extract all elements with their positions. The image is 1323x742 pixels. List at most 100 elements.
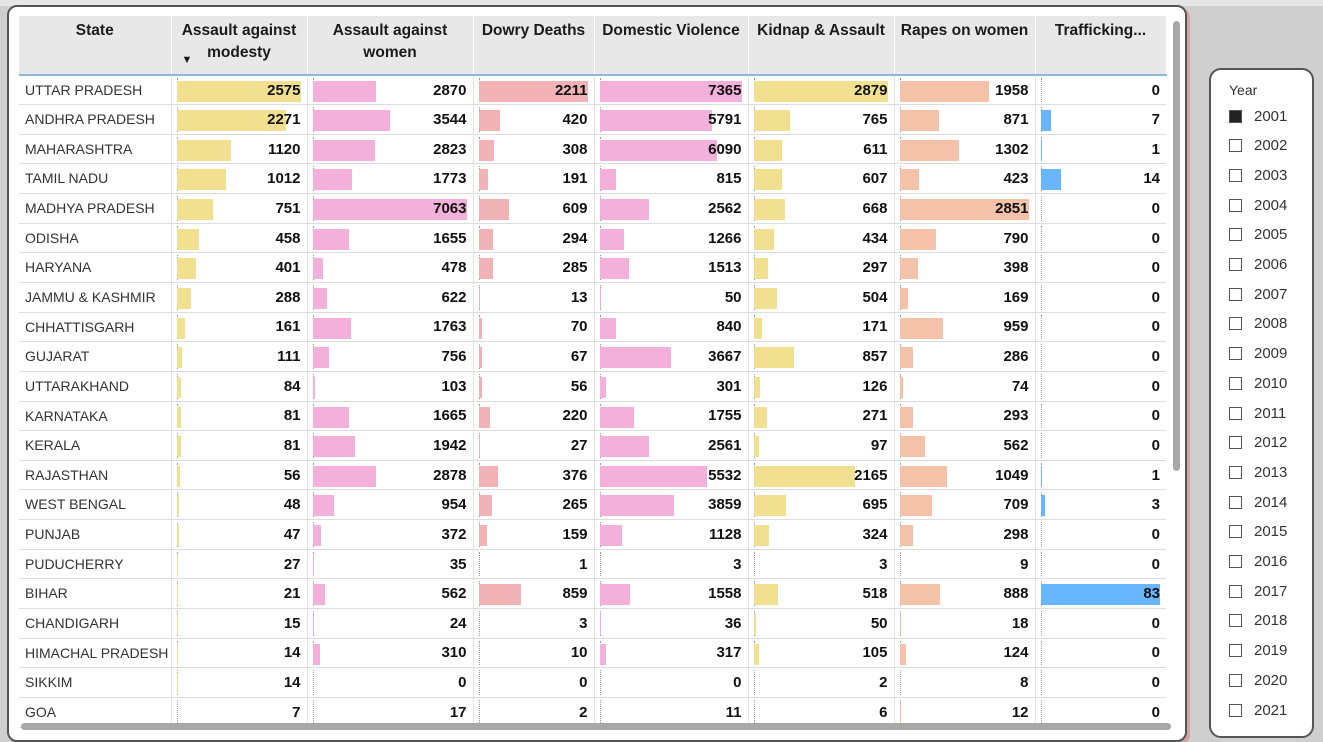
value-cell[interactable]: 324 <box>747 519 894 550</box>
value-cell[interactable]: 48 <box>170 489 307 521</box>
table-row[interactable]: ANDHRA PRADESH 2271 3544 420 5791 765 871 7 <box>19 104 1166 135</box>
value-cell[interactable]: 14 <box>170 638 307 669</box>
value-cell[interactable]: 3 <box>1034 489 1166 521</box>
value-cell[interactable]: 1958 <box>893 74 1035 106</box>
value-cell[interactable]: 609 <box>472 193 594 224</box>
value-cell[interactable]: 294 <box>472 223 594 254</box>
year-option[interactable]: 2009 <box>1229 343 1287 365</box>
checkbox-icon[interactable] <box>1229 228 1242 242</box>
checkbox-icon[interactable] <box>1229 198 1242 212</box>
value-cell[interactable]: 15 <box>170 608 307 639</box>
table-row[interactable]: HARYANA 401 478 285 1513 297 398 0 <box>19 252 1166 283</box>
state-cell[interactable]: UTTARAKHAND <box>19 371 171 402</box>
value-cell[interactable]: 1655 <box>306 223 473 254</box>
value-cell[interactable]: 0 <box>593 667 748 698</box>
value-cell[interactable]: 478 <box>306 252 473 283</box>
value-cell[interactable]: 0 <box>1034 401 1166 432</box>
value-cell[interactable]: 2870 <box>306 74 473 106</box>
state-cell[interactable]: SIKKIM <box>19 667 171 698</box>
value-cell[interactable]: 709 <box>893 489 1035 521</box>
checkbox-icon[interactable] <box>1229 465 1242 479</box>
year-option[interactable]: 2001 <box>1229 105 1287 127</box>
value-cell[interactable]: 12 <box>893 697 1035 728</box>
table-row[interactable]: CHANDIGARH 15 24 3 36 50 18 0 <box>19 608 1166 639</box>
value-cell[interactable]: 1513 <box>593 252 748 283</box>
value-cell[interactable]: 2851 <box>893 193 1035 224</box>
checkbox-icon[interactable] <box>1229 139 1242 153</box>
value-cell[interactable]: 7365 <box>593 74 748 106</box>
value-cell[interactable]: 2271 <box>170 104 307 135</box>
year-option[interactable]: 2016 <box>1229 551 1287 573</box>
value-cell[interactable]: 1763 <box>306 312 473 343</box>
checkbox-icon[interactable] <box>1229 644 1242 658</box>
value-cell[interactable]: 765 <box>747 104 894 135</box>
year-option[interactable]: 2004 <box>1229 194 1287 216</box>
table-row[interactable]: BIHAR 21 562 859 1558 518 888 83 <box>19 578 1166 610</box>
value-cell[interactable]: 5532 <box>593 460 748 491</box>
value-cell[interactable]: 1773 <box>306 163 473 195</box>
value-cell[interactable]: 56 <box>472 371 594 402</box>
table-row[interactable]: MAHARASHTRA 1120 2823 308 6090 611 1302 1 <box>19 134 1166 165</box>
value-cell[interactable]: 0 <box>1034 282 1166 313</box>
value-cell[interactable]: 954 <box>306 489 473 521</box>
value-cell[interactable]: 0 <box>1034 371 1166 402</box>
value-cell[interactable]: 5791 <box>593 104 748 135</box>
value-cell[interactable]: 376 <box>472 460 594 491</box>
value-cell[interactable]: 0 <box>1034 341 1166 372</box>
table-row[interactable]: PUNJAB 47 372 159 1128 324 298 0 <box>19 519 1166 550</box>
value-cell[interactable]: 3 <box>593 549 748 580</box>
value-cell[interactable]: 70 <box>472 312 594 343</box>
table-row[interactable]: UTTAR PRADESH 2575 2870 2211 7365 2879 1958 0 <box>19 74 1166 106</box>
table-row[interactable]: KARNATAKA 81 1665 220 1755 271 293 0 <box>19 401 1166 432</box>
value-cell[interactable]: 81 <box>170 430 307 461</box>
value-cell[interactable]: 317 <box>593 638 748 669</box>
value-cell[interactable]: 286 <box>893 341 1035 372</box>
value-cell[interactable]: 695 <box>747 489 894 521</box>
year-option[interactable]: 2013 <box>1229 461 1287 483</box>
state-cell[interactable]: HIMACHAL PRADESH <box>19 638 171 669</box>
value-cell[interactable]: 81 <box>170 401 307 432</box>
header-kidnap-assault[interactable]: Kidnap & Assault <box>748 16 895 75</box>
value-cell[interactable]: 0 <box>1034 223 1166 254</box>
sort-desc-icon[interactable]: ▼ <box>181 54 193 66</box>
value-cell[interactable]: 111 <box>170 341 307 372</box>
value-cell[interactable]: 3 <box>472 608 594 639</box>
table-row[interactable]: RAJASTHAN 56 2878 376 5532 2165 1049 1 <box>19 460 1166 491</box>
year-option[interactable]: 2005 <box>1229 224 1287 246</box>
value-cell[interactable]: 607 <box>747 163 894 195</box>
value-cell[interactable]: 293 <box>893 401 1035 432</box>
value-cell[interactable]: 1 <box>1034 460 1166 491</box>
value-cell[interactable]: 458 <box>170 223 307 254</box>
state-cell[interactable]: RAJASTHAN <box>19 460 171 491</box>
year-option[interactable]: 2003 <box>1229 164 1287 186</box>
state-cell[interactable]: MADHYA PRADESH <box>19 193 171 224</box>
table-row[interactable]: ODISHA 458 1655 294 1266 434 790 0 <box>19 223 1166 254</box>
value-cell[interactable]: 126 <box>747 371 894 402</box>
value-cell[interactable]: 3544 <box>306 104 473 135</box>
value-cell[interactable]: 0 <box>1034 549 1166 580</box>
value-cell[interactable]: 790 <box>893 223 1035 254</box>
value-cell[interactable]: 36 <box>593 608 748 639</box>
table-row[interactable]: CHHATTISGARH 161 1763 70 840 171 959 0 <box>19 312 1166 343</box>
header-assault-modesty[interactable]: Assault against modesty ▼ <box>171 16 308 75</box>
value-cell[interactable]: 2878 <box>306 460 473 491</box>
value-cell[interactable]: 0 <box>1034 638 1166 669</box>
value-cell[interactable]: 288 <box>170 282 307 313</box>
table-row[interactable]: GUJARAT 111 756 67 3667 857 286 0 <box>19 341 1166 372</box>
value-cell[interactable]: 611 <box>747 134 894 165</box>
state-cell[interactable]: HARYANA <box>19 252 171 283</box>
table-row[interactable]: PUDUCHERRY 27 35 1 3 3 9 0 <box>19 549 1166 580</box>
year-option[interactable]: 2006 <box>1229 254 1287 276</box>
value-cell[interactable]: 21 <box>170 578 307 610</box>
table-row[interactable]: UTTARAKHAND 84 103 56 301 126 74 0 <box>19 371 1166 402</box>
header-dowry-deaths[interactable]: Dowry Deaths <box>473 16 595 75</box>
year-option[interactable]: 2012 <box>1229 432 1287 454</box>
checkbox-icon[interactable] <box>1229 109 1242 123</box>
checkbox-icon[interactable] <box>1229 673 1242 687</box>
year-option[interactable]: 2017 <box>1229 580 1287 602</box>
checkbox-icon[interactable] <box>1229 703 1242 717</box>
value-cell[interactable]: 857 <box>747 341 894 372</box>
header-trafficking[interactable]: Trafficking... <box>1035 16 1167 75</box>
year-option[interactable]: 2019 <box>1229 640 1287 662</box>
value-cell[interactable]: 9 <box>893 549 1035 580</box>
